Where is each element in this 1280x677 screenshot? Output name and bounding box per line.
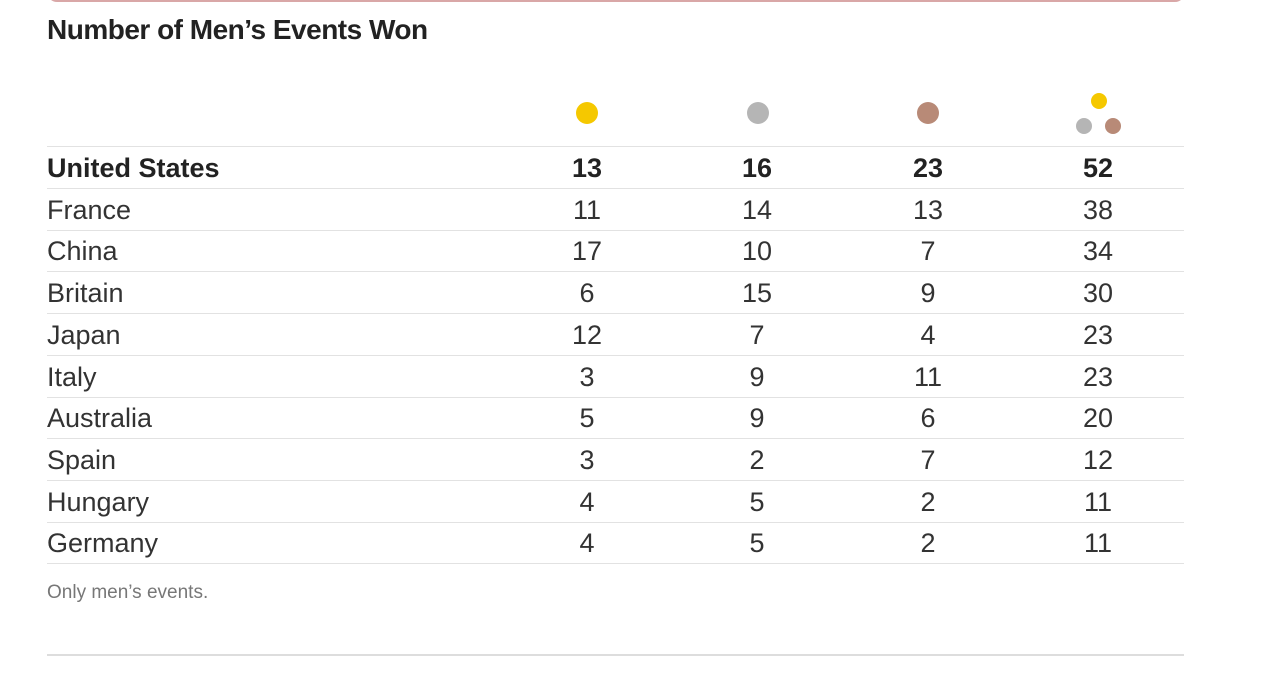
table-row: France 11 14 13 38: [47, 189, 1184, 231]
total-count: 12: [1082, 444, 1114, 475]
gold-count: 11: [572, 194, 602, 225]
country-name: Italy: [47, 361, 97, 392]
bronze-count: 2: [920, 528, 936, 559]
gold-count: 3: [579, 444, 595, 475]
table-row: Germany 4 5 2 11: [47, 522, 1184, 565]
bronze-count: 6: [920, 403, 936, 434]
silver-medal-icon: [747, 102, 769, 124]
bottom-divider: [47, 654, 1184, 656]
silver-count: 9: [749, 361, 765, 392]
country-name: Japan: [47, 319, 121, 350]
total-count: 23: [1082, 319, 1114, 350]
table-row: United States 13 16 23 52: [47, 147, 1184, 189]
total-gold-dot-icon: [1091, 93, 1107, 109]
bronze-medal-icon: [917, 102, 939, 124]
silver-count: 7: [749, 319, 765, 350]
silver-count: 10: [741, 236, 773, 267]
silver-count: 5: [749, 528, 765, 559]
table-row: Hungary 4 5 2 11: [47, 481, 1184, 523]
gold-medal-icon: [576, 102, 598, 124]
bronze-count: 2: [920, 486, 936, 517]
total-count: 34: [1082, 236, 1114, 267]
bronze-count: 7: [920, 236, 936, 267]
total-count: 38: [1082, 194, 1114, 225]
table-row: Japan 12 7 4 23: [47, 314, 1184, 356]
table-row: Italy 3 9 11 23: [47, 356, 1184, 398]
total-count: 52: [1082, 153, 1114, 183]
country-name: France: [47, 194, 132, 225]
country-name: Hungary: [47, 486, 150, 517]
country-name: United States: [47, 153, 220, 183]
top-accent-border: [47, 0, 1185, 2]
silver-count: 5: [749, 486, 765, 517]
country-name: Germany: [47, 528, 159, 559]
total-count: 30: [1082, 278, 1114, 309]
gold-count: 5: [579, 403, 595, 434]
bronze-count: 11: [913, 361, 943, 392]
table-row: Australia 5 9 6 20: [47, 397, 1184, 440]
total-count: 11: [1083, 528, 1113, 559]
country-name: China: [47, 236, 118, 267]
header-divider: [47, 146, 1184, 147]
gold-count: 6: [579, 278, 595, 309]
table-row: Spain 3 2 7 12: [47, 439, 1184, 481]
country-name: Britain: [47, 278, 124, 309]
total-count: 11: [1083, 486, 1113, 517]
gold-count: 17: [571, 236, 603, 267]
gold-count: 4: [579, 486, 595, 517]
country-name: Spain: [47, 444, 117, 475]
bronze-count: 13: [912, 194, 944, 225]
gold-count: 4: [579, 528, 595, 559]
bronze-count: 7: [920, 444, 936, 475]
silver-count: 2: [749, 444, 765, 475]
silver-count: 16: [741, 153, 773, 183]
gold-count: 3: [579, 361, 595, 392]
bronze-count: 23: [912, 153, 944, 183]
chart-title: Number of Men’s Events Won: [47, 14, 428, 45]
silver-count: 15: [741, 278, 773, 309]
total-count: 23: [1082, 361, 1114, 392]
bronze-count: 9: [920, 278, 936, 309]
gold-count: 12: [571, 319, 603, 350]
table-row: Britain 6 15 9 30: [47, 272, 1184, 315]
total-bronze-dot-icon: [1105, 118, 1121, 134]
table-row: China 17 10 7 34: [47, 230, 1184, 273]
gold-count: 13: [571, 153, 603, 183]
total-count: 20: [1082, 403, 1114, 434]
total-silver-dot-icon: [1076, 118, 1092, 134]
silver-count: 14: [741, 194, 773, 225]
silver-count: 9: [749, 403, 765, 434]
footnote: Only men’s events.: [47, 582, 209, 603]
country-name: Australia: [47, 403, 153, 434]
bronze-count: 4: [920, 319, 936, 350]
